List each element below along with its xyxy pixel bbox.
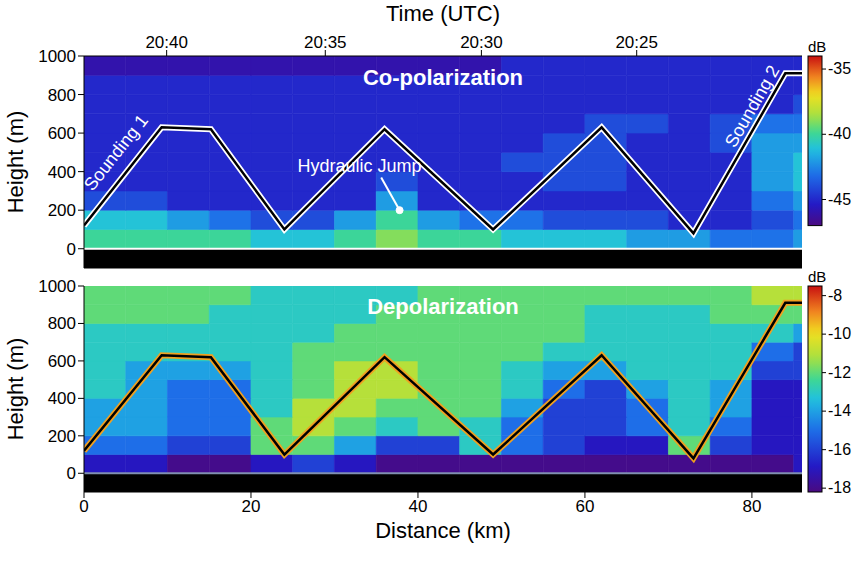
svg-text:-45: -45 <box>828 191 851 208</box>
svg-text:1000: 1000 <box>38 277 76 296</box>
svg-text:dB: dB <box>808 38 826 55</box>
svg-text:20:35: 20:35 <box>304 33 347 52</box>
svg-text:Sounding 1: Sounding 1 <box>80 111 152 195</box>
html-text:Distance (km): Distance (km) <box>375 518 511 543</box>
svg-text:200: 200 <box>48 201 76 220</box>
svg-text:40: 40 <box>408 497 427 516</box>
svg-text:600: 600 <box>48 124 76 143</box>
svg-text:Co-polarization: Co-polarization <box>363 65 523 90</box>
svg-text:400: 400 <box>48 163 76 182</box>
svg-text:200: 200 <box>48 427 76 446</box>
svg-text:dB: dB <box>808 268 826 285</box>
svg-text:-18: -18 <box>828 479 851 496</box>
svg-text:800: 800 <box>48 314 76 333</box>
svg-text:20:40: 20:40 <box>145 33 188 52</box>
svg-text:400: 400 <box>48 389 76 408</box>
svg-text:1000: 1000 <box>38 47 76 66</box>
svg-text:-8: -8 <box>828 287 842 304</box>
svg-text:Depolarization: Depolarization <box>367 294 519 319</box>
svg-text:20:25: 20:25 <box>615 33 658 52</box>
svg-text:Sounding 2: Sounding 2 <box>721 62 784 151</box>
svg-text:800: 800 <box>48 86 76 105</box>
svg-text:80: 80 <box>742 497 761 516</box>
svg-text:-35: -35 <box>828 60 851 77</box>
svg-text:-16: -16 <box>828 441 851 458</box>
svg-text:60: 60 <box>575 497 594 516</box>
svg-text:600: 600 <box>48 352 76 371</box>
svg-text:Hydraulic Jump: Hydraulic Jump <box>297 156 421 176</box>
svg-text:-40: -40 <box>828 125 851 142</box>
svg-text:20: 20 <box>242 497 261 516</box>
svg-text:0: 0 <box>67 464 76 483</box>
html-text:Time (UTC): Time (UTC) <box>386 1 500 26</box>
svg-text:-12: -12 <box>828 364 851 381</box>
svg-text:-14: -14 <box>828 402 851 419</box>
html-text:Height (m): Height (m) <box>3 110 28 214</box>
svg-text:20:30: 20:30 <box>460 33 503 52</box>
svg-text:0: 0 <box>67 240 76 259</box>
svg-text:-10: -10 <box>828 325 851 342</box>
svg-text:0: 0 <box>79 497 88 516</box>
html-text:Height (m): Height (m) <box>3 337 28 441</box>
